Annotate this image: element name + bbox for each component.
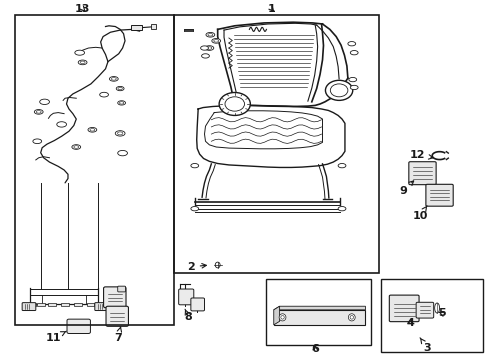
Polygon shape — [273, 306, 279, 325]
Bar — [173, 15, 378, 273]
Text: 13: 13 — [75, 4, 90, 14]
Ellipse shape — [116, 86, 124, 91]
Ellipse shape — [117, 132, 122, 135]
Ellipse shape — [211, 39, 220, 43]
Ellipse shape — [434, 303, 439, 313]
Ellipse shape — [72, 145, 81, 149]
Ellipse shape — [348, 77, 356, 82]
Ellipse shape — [118, 101, 125, 105]
Text: 3: 3 — [419, 338, 430, 353]
Bar — [94, 303, 102, 306]
Bar — [61, 303, 69, 306]
FancyBboxPatch shape — [22, 303, 36, 311]
FancyBboxPatch shape — [415, 302, 433, 318]
Ellipse shape — [34, 109, 43, 114]
Text: 9: 9 — [398, 181, 413, 196]
Bar — [266, 279, 370, 345]
Bar — [380, 279, 483, 352]
Ellipse shape — [74, 146, 79, 148]
Ellipse shape — [347, 41, 355, 46]
Text: 12: 12 — [409, 150, 432, 160]
Bar — [28, 303, 36, 306]
Circle shape — [219, 93, 250, 116]
Ellipse shape — [36, 111, 41, 113]
Ellipse shape — [206, 47, 211, 49]
Ellipse shape — [190, 163, 198, 168]
FancyBboxPatch shape — [118, 286, 125, 292]
Ellipse shape — [200, 46, 208, 50]
Bar — [151, 24, 156, 30]
Bar — [273, 310, 365, 325]
Bar — [37, 303, 44, 306]
Bar — [131, 25, 142, 30]
Ellipse shape — [337, 207, 345, 211]
FancyBboxPatch shape — [106, 306, 128, 326]
Text: 6: 6 — [311, 343, 319, 354]
Ellipse shape — [111, 78, 116, 80]
FancyBboxPatch shape — [425, 184, 452, 206]
Ellipse shape — [40, 99, 49, 104]
Ellipse shape — [118, 87, 122, 90]
Ellipse shape — [190, 207, 198, 211]
Ellipse shape — [349, 50, 357, 55]
Text: 1: 1 — [267, 4, 275, 14]
Bar — [74, 303, 81, 306]
Ellipse shape — [88, 127, 97, 132]
Polygon shape — [273, 306, 365, 310]
Text: 11: 11 — [45, 331, 66, 343]
FancyBboxPatch shape — [408, 162, 435, 185]
Text: 7: 7 — [114, 327, 122, 343]
Ellipse shape — [205, 32, 214, 37]
Ellipse shape — [349, 316, 353, 319]
Ellipse shape — [201, 54, 209, 58]
FancyBboxPatch shape — [190, 298, 204, 311]
FancyBboxPatch shape — [103, 287, 126, 308]
Ellipse shape — [118, 150, 127, 156]
Ellipse shape — [78, 60, 87, 65]
Ellipse shape — [80, 61, 85, 64]
Bar — [87, 303, 95, 306]
Ellipse shape — [349, 85, 357, 90]
Text: 8: 8 — [184, 309, 192, 322]
Circle shape — [330, 84, 347, 97]
Text: 2: 2 — [186, 262, 206, 272]
Circle shape — [224, 97, 244, 111]
Ellipse shape — [337, 163, 345, 168]
Ellipse shape — [280, 316, 284, 319]
Bar — [48, 303, 56, 306]
Ellipse shape — [213, 40, 218, 42]
Ellipse shape — [204, 46, 213, 50]
Ellipse shape — [215, 262, 220, 268]
FancyBboxPatch shape — [388, 295, 418, 321]
Text: 4: 4 — [406, 319, 413, 328]
FancyBboxPatch shape — [95, 303, 108, 311]
Ellipse shape — [33, 139, 41, 144]
Ellipse shape — [119, 102, 123, 104]
Ellipse shape — [115, 131, 125, 136]
Ellipse shape — [207, 33, 212, 36]
Ellipse shape — [75, 50, 84, 55]
Ellipse shape — [279, 314, 285, 321]
Ellipse shape — [57, 122, 66, 127]
Ellipse shape — [109, 77, 118, 81]
Circle shape — [325, 80, 352, 100]
FancyBboxPatch shape — [67, 319, 90, 333]
Text: 10: 10 — [411, 206, 427, 221]
FancyBboxPatch shape — [178, 289, 193, 305]
Ellipse shape — [347, 314, 354, 321]
Text: 5: 5 — [437, 309, 445, 318]
Ellipse shape — [90, 129, 95, 131]
Ellipse shape — [100, 92, 108, 97]
Bar — [15, 15, 173, 325]
